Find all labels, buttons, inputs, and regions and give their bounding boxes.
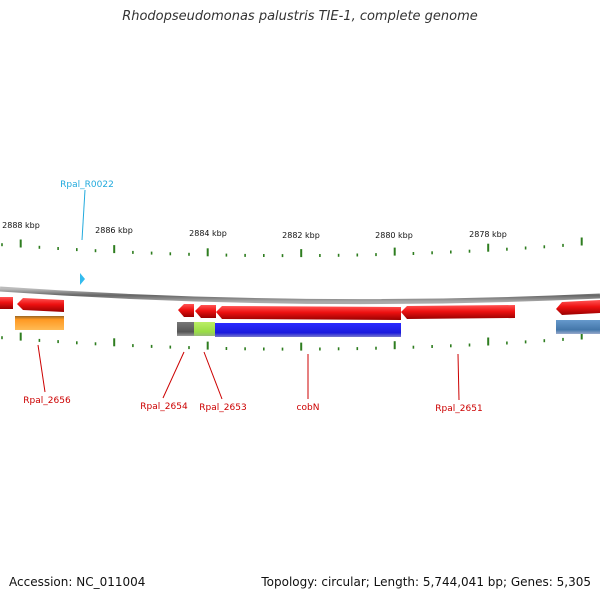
genome-backbone bbox=[0, 286, 600, 305]
cds-bar-rpal-2653[interactable] bbox=[194, 322, 215, 336]
scale-label-2886: 2886 kbp bbox=[95, 226, 133, 235]
leader-line-rpal-2656 bbox=[37, 344, 46, 393]
gene-arrow-rpal-2651[interactable] bbox=[401, 305, 515, 319]
rna-feature-rpal-r0022[interactable] bbox=[80, 273, 85, 285]
leader-line-rpal-2654 bbox=[162, 351, 185, 399]
leader-line-rpal-2653 bbox=[203, 351, 223, 400]
scale-label-2888: 2888 kbp bbox=[2, 221, 40, 230]
map-title: Rhodopseudomonas palustris TIE-1, comple… bbox=[122, 9, 478, 24]
gene-label-rpal-2654[interactable]: Rpal_2654 bbox=[140, 402, 188, 412]
gene-arrow-rpal-2654[interactable] bbox=[178, 304, 194, 317]
gene-arrow-right-edge[interactable] bbox=[556, 300, 600, 315]
gene-arrow-left-edge[interactable] bbox=[0, 297, 13, 309]
scale-label-2884: 2884 kbp bbox=[189, 229, 227, 238]
scale-ticks-outer bbox=[1, 237, 583, 258]
scale-label-2878: 2878 kbp bbox=[469, 230, 507, 239]
accession-text: Accession: NC_011004 bbox=[9, 575, 146, 589]
cds-bar-right-edge[interactable] bbox=[556, 320, 600, 334]
gene-label-rpal-r0022[interactable]: Rpal_R0022 bbox=[60, 180, 114, 190]
gene-arrow-cobn[interactable] bbox=[216, 306, 401, 320]
cds-bar-cobn[interactable] bbox=[215, 323, 401, 337]
genome-summary-text: Topology: circular; Length: 5,744,041 bp… bbox=[261, 575, 591, 589]
gene-arrow-rpal-2656[interactable] bbox=[17, 298, 64, 312]
gene-label-cobn[interactable]: cobN bbox=[297, 403, 320, 413]
gene-arrow-rpal-2653[interactable] bbox=[195, 305, 216, 318]
gene-label-rpal-2653[interactable]: Rpal_2653 bbox=[199, 403, 246, 413]
gene-label-rpal-2656[interactable]: Rpal_2656 bbox=[23, 396, 71, 406]
gene-label-rpal-2651[interactable]: Rpal_2651 bbox=[435, 404, 482, 414]
leader-line-rpal-r0022 bbox=[81, 189, 86, 241]
scale-label-2880: 2880 kbp bbox=[375, 231, 413, 240]
cds-bar-rpal-2654[interactable] bbox=[177, 322, 194, 336]
cds-bar-rpal-2656[interactable] bbox=[15, 316, 64, 330]
leader-line-rpal-2651 bbox=[457, 353, 460, 401]
scale-label-2882: 2882 kbp bbox=[282, 231, 320, 240]
